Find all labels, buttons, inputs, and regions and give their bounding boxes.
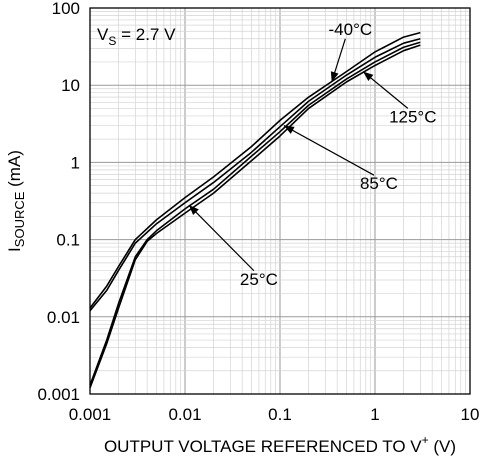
grid <box>89 7 471 395</box>
x-tick-label: 0.01 <box>168 405 201 424</box>
annotation-label-1: 125°C <box>389 107 436 126</box>
annotation-arrow-head-0 <box>330 71 339 83</box>
x-axis-label-main: OUTPUT VOLTAGE REFERENCED TO V <box>104 437 422 456</box>
condition-sub: S <box>108 34 116 48</box>
annotation-label-0: -40°C <box>329 20 373 39</box>
x-tick-label: 0.1 <box>268 405 292 424</box>
series-line-1 <box>89 37 421 312</box>
condition-rest: = 2.7 V <box>116 25 176 44</box>
annotations: -40°C 125°C 85°C 25°C <box>188 20 437 289</box>
y-tick-label: 0.1 <box>56 231 80 250</box>
y-axis-label-main: I <box>5 247 24 252</box>
annotation-label-3: 25°C <box>240 270 278 289</box>
series-line-2 <box>89 41 421 386</box>
series-lines <box>89 31 421 389</box>
x-tick-label: 1 <box>370 405 379 424</box>
annotation-arrow-line-3 <box>188 204 255 272</box>
annotation-arrow-head-1 <box>363 71 374 82</box>
annotation-arrow-head-3 <box>188 205 199 216</box>
y-axis-label-sub: SOURCE <box>12 191 27 247</box>
y-tick-label: 10 <box>61 76 80 95</box>
annotation-arrow-head-2 <box>283 125 295 134</box>
series-line-0 <box>89 31 421 309</box>
x-tick-label: 0.001 <box>69 405 112 424</box>
x-axis-label-sup: + <box>422 433 429 447</box>
series-line-3 <box>89 44 421 389</box>
plot-frame <box>89 7 471 395</box>
condition-v: V <box>97 25 109 44</box>
y-tick-label: 0.001 <box>37 385 80 404</box>
x-axis-label: OUTPUT VOLTAGE REFERENCED TO V+ (V) <box>104 433 456 456</box>
y-axis-label: ISOURCE (mA) <box>5 150 27 252</box>
y-tick-labels: 0.001 0.01 0.1 1 10 100 <box>37 0 80 404</box>
y-tick-label: 0.01 <box>47 308 80 327</box>
condition-label: VS = 2.7 V <box>97 25 176 48</box>
x-tick-label: 10 <box>461 405 480 424</box>
annotation-arrow-line-2 <box>283 125 375 176</box>
x-axis-label-unit: (V) <box>429 437 456 456</box>
y-tick-label: 100 <box>52 0 80 18</box>
annotation-label-2: 85°C <box>360 174 398 193</box>
y-axis-label-unit: (mA) <box>5 150 24 192</box>
x-tick-labels: 0.001 0.01 0.1 1 10 <box>69 405 480 424</box>
y-tick-label: 1 <box>71 153 80 172</box>
